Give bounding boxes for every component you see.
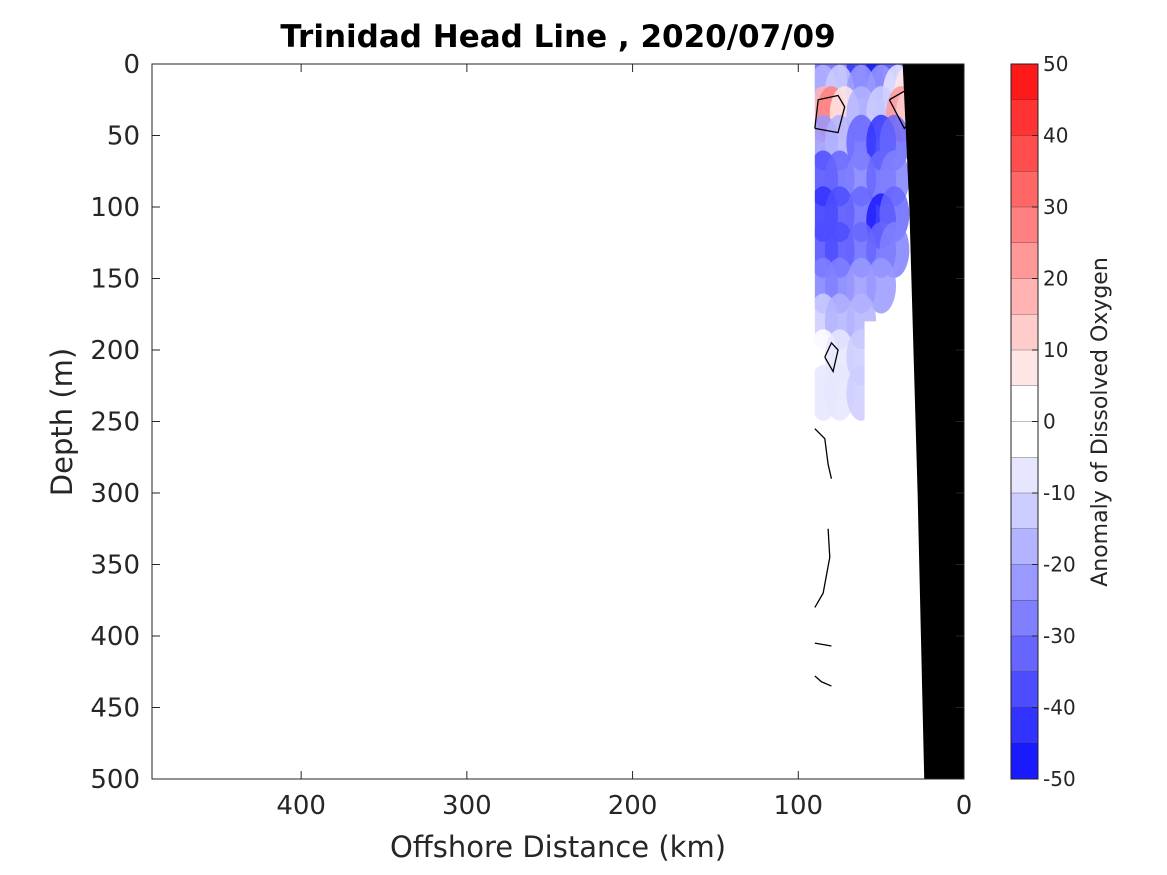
colorbar-tick-label: -20 <box>1043 553 1076 577</box>
colorbar-tick-label: -30 <box>1043 624 1076 648</box>
y-tick-label: 150 <box>90 265 140 295</box>
contour-line <box>824 341 839 374</box>
colorbar-tick-label: 0 <box>1043 410 1056 434</box>
y-axis-label: Depth (m) <box>45 348 79 496</box>
anomaly-cells <box>814 64 915 421</box>
y-tick-label: 250 <box>90 408 140 438</box>
y-tick-label: 400 <box>90 622 140 652</box>
y-axis: 0 50 100 150 200 250 300 350 400 450 500 <box>90 50 964 795</box>
colorbar-block <box>1011 385 1038 422</box>
colorbar-block <box>1011 99 1038 136</box>
y-tick-label: 0 <box>123 50 140 80</box>
colorbar-block <box>1011 600 1038 637</box>
colorbar-block <box>1011 564 1038 601</box>
x-tick-label: 400 <box>276 791 326 821</box>
colorbar-blocks <box>1011 63 1038 780</box>
colorbar-block <box>1011 636 1038 673</box>
colorbar-tick-label: 40 <box>1043 124 1068 148</box>
colorbar-block <box>1011 135 1038 172</box>
y-tick-label: 100 <box>90 193 140 223</box>
colorbar-block <box>1011 457 1038 494</box>
colorbar-tick-label: 20 <box>1043 267 1068 291</box>
y-tick-label: 500 <box>90 765 140 795</box>
colorbar-tick-label: -10 <box>1043 481 1076 505</box>
colorbar-block <box>1011 242 1038 279</box>
x-axis: 400 300 200 100 0 <box>276 64 972 821</box>
colorbar-block <box>1011 671 1038 708</box>
y-tick-label: 200 <box>90 336 140 366</box>
colorbar-block <box>1011 207 1038 244</box>
colorbar: 50 40 30 20 10 0 -10 -20 -30 -40 -50 Anomaly of Di… <box>1010 52 1113 791</box>
colorbar-block <box>1011 314 1038 351</box>
y-tick-label: 450 <box>90 694 140 724</box>
colorbar-block <box>1011 743 1038 780</box>
chart-title: Trinidad Head Line , 2020/07/09 <box>280 19 835 55</box>
y-tick-label: 350 <box>90 551 140 581</box>
colorbar-block <box>1011 350 1038 387</box>
contour-line <box>814 94 846 134</box>
y-tick-label: 300 <box>90 479 140 509</box>
x-tick-label: 200 <box>608 791 658 821</box>
colorbar-label: Anomaly of Dissolved Oxygen <box>1088 257 1113 587</box>
colorbar-block <box>1011 421 1038 458</box>
contour-line <box>814 428 833 479</box>
colorbar-block <box>1011 278 1038 315</box>
colorbar-block <box>1011 528 1038 565</box>
anomaly-cell <box>866 257 897 314</box>
colorbar-tick-label: -40 <box>1043 696 1076 720</box>
x-tick-label: 0 <box>956 791 973 821</box>
contour-line <box>814 675 832 687</box>
x-tick-label: 300 <box>442 791 492 821</box>
colorbar-tick-label: 10 <box>1043 338 1068 362</box>
y-tick-label: 50 <box>107 122 140 152</box>
colorbar-ticks: 50 40 30 20 10 0 -10 -20 -30 -40 -50 <box>1032 52 1076 791</box>
colorbar-tick-label: -50 <box>1043 767 1076 791</box>
colorbar-block <box>1011 171 1038 208</box>
colorbar-block <box>1011 493 1038 530</box>
contour-line <box>814 642 832 647</box>
anomaly-cell <box>824 365 855 421</box>
contour-line <box>814 528 831 608</box>
colorbar-tick-label: 50 <box>1043 52 1068 76</box>
plot-area <box>151 63 965 780</box>
x-tick-label: 100 <box>773 791 823 821</box>
bathymetry-shape <box>902 64 964 779</box>
colorbar-tick-label: 30 <box>1043 195 1068 219</box>
x-axis-label: Offshore Distance (km) <box>390 830 726 864</box>
colorbar-block <box>1011 707 1038 744</box>
colorbar-block <box>1011 64 1038 101</box>
